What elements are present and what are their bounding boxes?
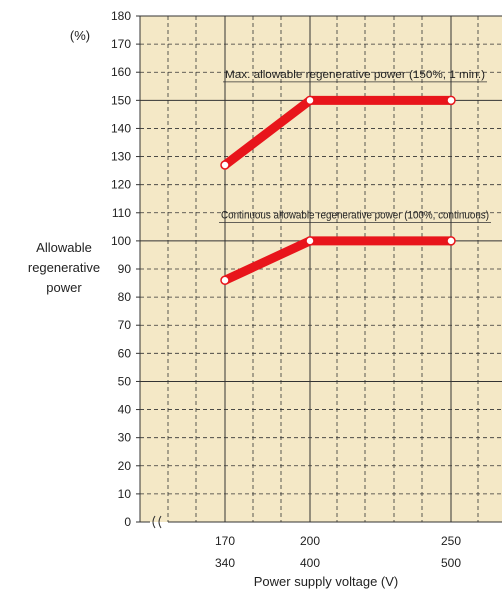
y-tick-label: 60 bbox=[118, 346, 132, 360]
x-tick-label-lower: 340 bbox=[215, 556, 235, 570]
y-tick-label: 50 bbox=[118, 374, 132, 388]
series-marker bbox=[446, 236, 456, 246]
y-axis-label-line-3: power bbox=[46, 280, 82, 295]
y-tick-labels: 0 10 20 30 40 50 60 70 80 90 100 110 120 130 140 150 160… bbox=[111, 9, 131, 529]
series-label-1: Max. allowable regenerative power (150%,… bbox=[225, 69, 485, 81]
grid bbox=[140, 15, 502, 522]
x-tick-labels: 170 340 200 400 250 500 bbox=[215, 534, 461, 570]
y-tick-label: 120 bbox=[111, 178, 131, 192]
plot-area bbox=[140, 16, 502, 522]
y-tick-label: 0 bbox=[124, 515, 131, 529]
y-tick-label: 100 bbox=[111, 234, 131, 248]
y-tick-label: 30 bbox=[118, 431, 132, 445]
x-tick-label-lower: 400 bbox=[300, 556, 320, 570]
x-axis-label: Power supply voltage (V) bbox=[254, 574, 399, 589]
series-marker bbox=[220, 275, 230, 285]
series-marker bbox=[446, 95, 456, 106]
y-tick-label: 70 bbox=[118, 318, 132, 332]
series-marker bbox=[305, 95, 315, 106]
y-tick-label: 150 bbox=[111, 93, 131, 107]
y-tick-label: 130 bbox=[111, 150, 131, 164]
x-tick-label-upper: 200 bbox=[300, 534, 320, 548]
y-tick-label: 140 bbox=[111, 121, 131, 135]
y-tick-label: 90 bbox=[118, 262, 132, 276]
annotations: Max. allowable regenerative power (150%,… bbox=[219, 69, 491, 223]
series-group bbox=[220, 95, 456, 285]
y-tick-label: 80 bbox=[118, 290, 132, 304]
y-tick-label: 10 bbox=[118, 487, 132, 501]
axis-break-mark bbox=[152, 515, 156, 529]
y-tick-label: 170 bbox=[111, 37, 131, 51]
y-axis-label-line-2: regenerative bbox=[28, 260, 100, 275]
y-tick-label: 160 bbox=[111, 65, 131, 79]
y-unit-label: (%) bbox=[70, 28, 90, 43]
axis-break-mark bbox=[158, 515, 162, 529]
series-marker bbox=[220, 160, 230, 170]
series-marker bbox=[305, 236, 315, 246]
axes bbox=[136, 15, 502, 529]
series-label-2: Continuous allowable regenerative power … bbox=[221, 209, 489, 221]
y-tick-label: 180 bbox=[111, 9, 131, 23]
y-axis-label-line-1: Allowable bbox=[36, 240, 92, 255]
y-tick-label: 40 bbox=[118, 403, 132, 417]
x-tick-label-lower: 500 bbox=[441, 556, 461, 570]
x-tick-label-upper: 250 bbox=[441, 534, 461, 548]
y-tick-label: 20 bbox=[118, 459, 132, 473]
y-tick-label: 110 bbox=[112, 206, 131, 220]
x-tick-label-upper: 170 bbox=[215, 534, 235, 548]
